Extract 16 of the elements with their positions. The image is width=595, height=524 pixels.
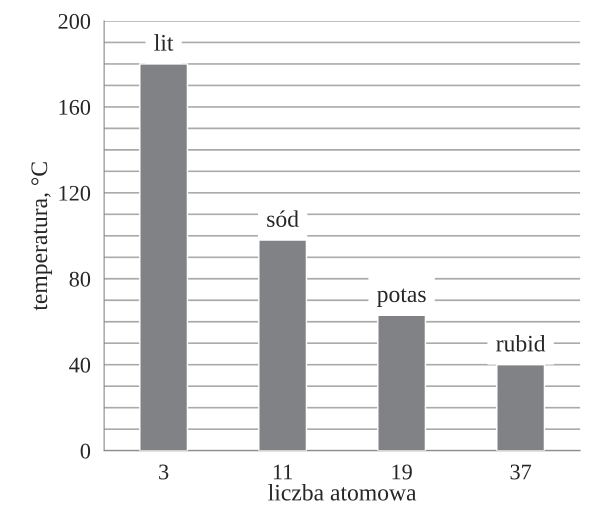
- y-tick-label: 0: [80, 444, 90, 459]
- annotation: potas: [377, 288, 426, 307]
- x-tick-label: 11: [274, 464, 292, 480]
- y-tick-label: 120: [60, 186, 90, 201]
- annotation: rubid: [496, 334, 546, 352]
- x-tick-label: 3: [159, 464, 168, 480]
- y-tick-label: 40: [69, 358, 90, 373]
- x-axis-title: liczba atomowa: [268, 484, 416, 501]
- annotation: lit: [154, 34, 174, 51]
- x-tick-label: 19: [392, 464, 412, 480]
- y-tick-label: 200: [58, 14, 90, 29]
- annotation: sód: [267, 210, 299, 227]
- y-tick-label: 80: [70, 272, 90, 287]
- x-tick-label: 37: [510, 464, 532, 480]
- y-axis-title: temperatura, °C: [31, 162, 52, 310]
- y-tick-label: 160: [60, 100, 90, 115]
